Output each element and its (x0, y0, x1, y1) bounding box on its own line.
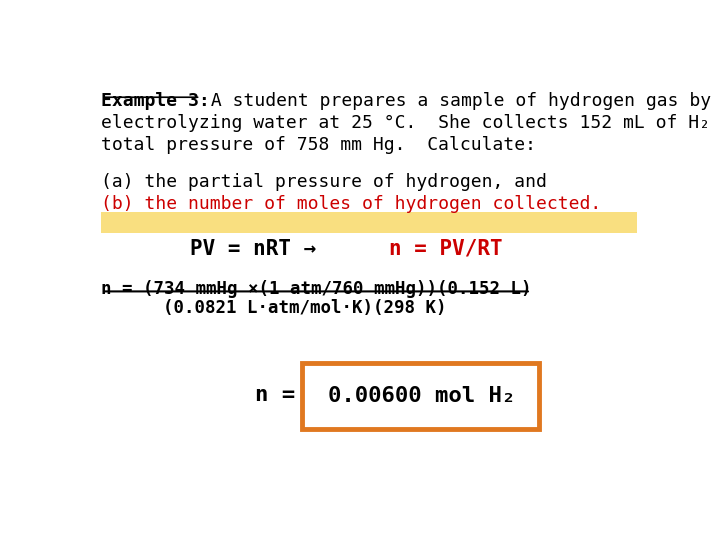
Text: electrolyzing water at 25 °C.  She collects 152 mL of H₂ at a: electrolyzing water at 25 °C. She collec… (101, 114, 720, 132)
Text: Example 3:: Example 3: (101, 92, 210, 110)
Text: (0.0821 L·atm/mol·K)(298 K): (0.0821 L·atm/mol·K)(298 K) (163, 299, 446, 317)
Text: n =: n = (255, 386, 308, 406)
FancyBboxPatch shape (302, 363, 539, 429)
Text: PV = nRT →: PV = nRT → (190, 239, 329, 259)
Text: total pressure of 758 mm Hg.  Calculate:: total pressure of 758 mm Hg. Calculate: (101, 136, 536, 154)
Text: 0.00600 mol H₂: 0.00600 mol H₂ (328, 386, 515, 406)
Text: n = (734 mmHg ×(1 atm/760 mmHg))(0.152 L): n = (734 mmHg ×(1 atm/760 mmHg))(0.152 L… (101, 280, 531, 298)
Text: n = PV/RT: n = PV/RT (389, 239, 502, 259)
Text: A student prepares a sample of hydrogen gas by: A student prepares a sample of hydrogen … (200, 92, 711, 110)
FancyBboxPatch shape (101, 212, 637, 233)
Text: (a) the partial pressure of hydrogen, and: (a) the partial pressure of hydrogen, an… (101, 173, 547, 191)
Text: (b) the number of moles of hydrogen collected.: (b) the number of moles of hydrogen coll… (101, 195, 601, 213)
